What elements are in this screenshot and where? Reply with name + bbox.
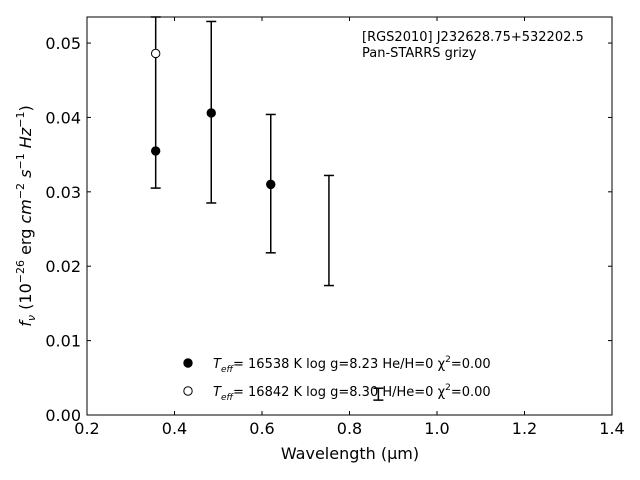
legend: Teff= 16538 K log g=8.23 He/H=0 χ2=0.00 T… xyxy=(183,355,491,403)
plot-frame xyxy=(86,16,613,416)
model-point-filled xyxy=(150,146,161,156)
x-axis-label: Wavelength (μm) xyxy=(281,444,419,463)
y-axis-label: fν (10−26 erg cm−2 s−1 Hz−1) xyxy=(14,105,38,326)
model-point-filled xyxy=(206,108,216,118)
plot-area: 0.2 0.4 0.6 0.8 1.0 1.2 1.4 0.00 0.01 0.02 0.03 0.0… xyxy=(45,16,625,438)
x-tick-label: 1.0 xyxy=(424,419,449,438)
x-tick-label: 0.8 xyxy=(337,419,362,438)
svg-text:fν (10−26 erg cm−2 s−1 Hz−1): fν (10−26 erg cm−2 s−1 Hz−1) xyxy=(14,105,38,326)
y-tick-label: 0.05 xyxy=(45,34,81,53)
model-point-open xyxy=(150,48,161,59)
x-tick-label: 0.2 xyxy=(74,419,99,438)
legend-marker xyxy=(183,358,193,368)
y-tick-label: 0.02 xyxy=(45,257,81,276)
legend-marker xyxy=(183,386,193,396)
legend-entry: Teff= 16538 K log g=8.23 He/H=0 χ2=0.00 xyxy=(213,355,491,375)
y-tick-label: 0.00 xyxy=(45,406,81,425)
x-tick-label: 1.2 xyxy=(512,419,537,438)
x-tick-label: 1.4 xyxy=(599,419,624,438)
y-tick-label: 0.01 xyxy=(45,332,81,351)
y-tick-label: 0.03 xyxy=(45,183,81,202)
y-tick-label: 0.04 xyxy=(45,108,81,127)
x-tick-label: 0.4 xyxy=(162,419,187,438)
model-point-filled xyxy=(266,179,276,190)
x-tick-label: 0.6 xyxy=(249,419,274,438)
annotation-line2: Pan-STARRS grizy xyxy=(362,46,477,61)
annotation-line1: [RGS2010] J232628.75+532202.5 xyxy=(362,30,584,45)
legend-entry: Teff= 16842 K log g=8.30 H/He=0 χ2=0.00 xyxy=(213,383,491,403)
